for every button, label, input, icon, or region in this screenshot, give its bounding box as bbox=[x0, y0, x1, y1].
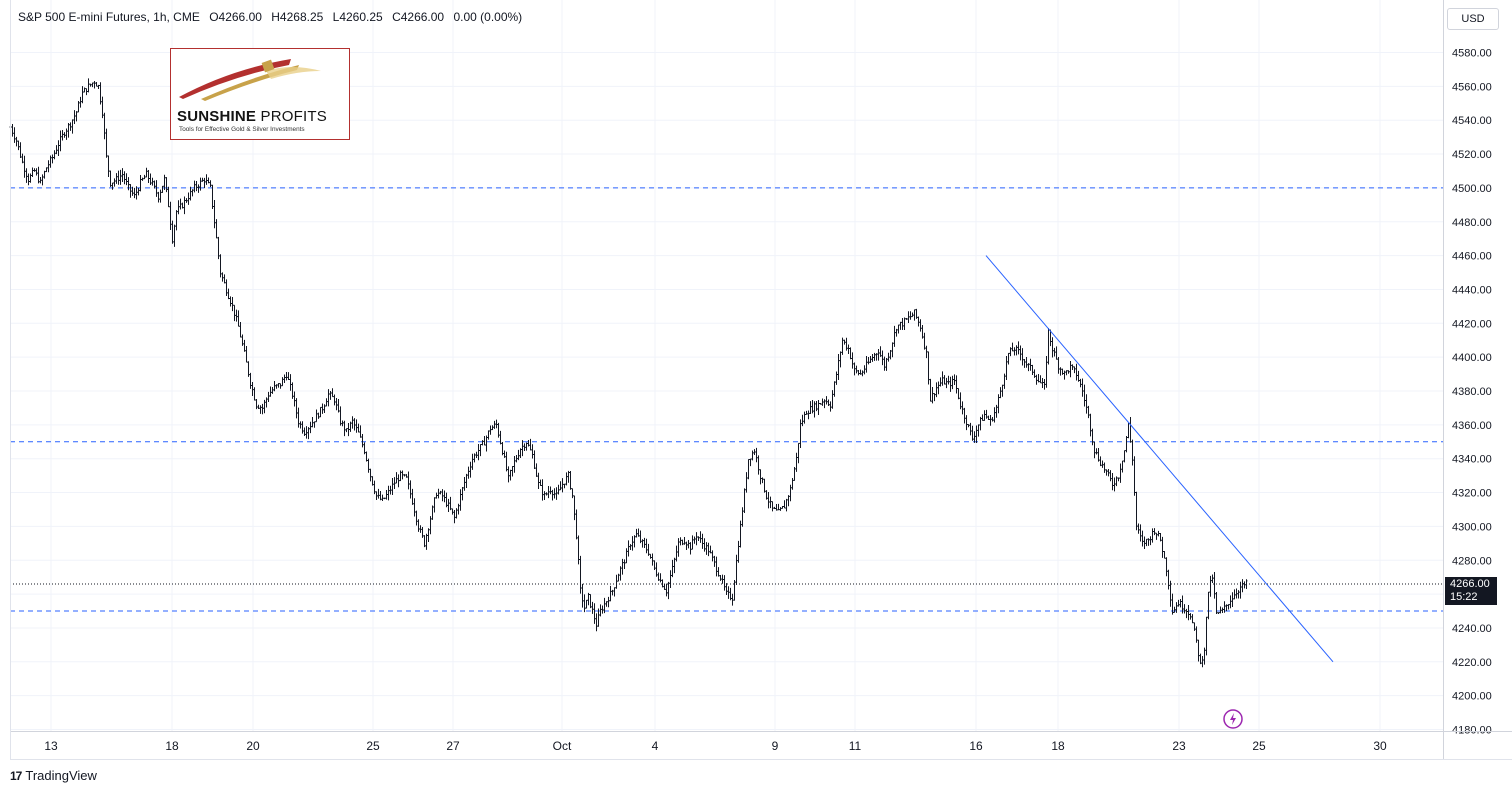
logo-title: SUNSHINE PROFITS bbox=[177, 108, 327, 125]
y-tick-label: 4300.00 bbox=[1452, 521, 1492, 533]
y-tick-label: 4380.00 bbox=[1452, 386, 1492, 398]
y-tick-label: 4480.00 bbox=[1452, 217, 1492, 229]
trendline-layer bbox=[985, 255, 1334, 663]
x-tick-label: Oct bbox=[553, 739, 572, 753]
x-tick-label: 18 bbox=[165, 739, 179, 753]
ohlc-close: C4266.00 bbox=[392, 10, 445, 24]
y-tick-label: 4560.00 bbox=[1452, 81, 1492, 93]
y-tick-label: 4340.00 bbox=[1452, 454, 1492, 466]
ohlc-low: L4260.25 bbox=[332, 10, 383, 24]
y-tick-label: 4580.00 bbox=[1452, 48, 1492, 60]
x-tick-label: 11 bbox=[849, 739, 862, 753]
y-tick-label: 4280.00 bbox=[1452, 555, 1492, 567]
tradingview-logo-icon: 17 bbox=[10, 768, 22, 783]
y-tick-label: 4420.00 bbox=[1452, 318, 1492, 330]
ohlc-open: O4266.00 bbox=[209, 10, 262, 24]
x-tick-label: 25 bbox=[1252, 739, 1266, 753]
logo-swoosh-icon bbox=[179, 59, 321, 101]
y-tick-label: 4180.00 bbox=[1452, 725, 1492, 737]
sunshine-profits-logo: SUNSHINE PROFITS Tools for Effective Gol… bbox=[170, 48, 350, 140]
symbol-name[interactable]: S&P 500 E-mini Futures, 1h, CME bbox=[18, 10, 200, 24]
last-price-tag: 4266.00 15:22 bbox=[1445, 577, 1497, 605]
y-tick-label: 4500.00 bbox=[1452, 183, 1492, 195]
y-tick-label: 4400.00 bbox=[1452, 352, 1492, 364]
x-tick-label: 30 bbox=[1373, 739, 1387, 753]
x-tick-label: 20 bbox=[246, 739, 260, 753]
x-tick-label: 16 bbox=[969, 739, 983, 753]
x-tick-label: 25 bbox=[366, 739, 380, 753]
x-tick-label: 27 bbox=[446, 739, 460, 753]
y-tick-label: 4240.00 bbox=[1452, 623, 1492, 635]
tradingview-brand[interactable]: 17 TradingView bbox=[10, 768, 97, 783]
symbol-header: S&P 500 E-mini Futures, 1h, CME O4266.00… bbox=[18, 10, 528, 24]
brand-name: TradingView bbox=[25, 768, 97, 783]
support-resistance-levels bbox=[10, 187, 1443, 612]
x-tick-label: 23 bbox=[1172, 739, 1186, 753]
downtrend-line bbox=[985, 255, 1334, 663]
chart-grid bbox=[10, 0, 1443, 731]
logo-tagline: Tools for Effective Gold & Silver Invest… bbox=[179, 126, 305, 133]
x-tick-label: 4 bbox=[652, 739, 659, 753]
y-tick-label: 4440.00 bbox=[1452, 284, 1492, 296]
y-tick-label: 4460.00 bbox=[1452, 251, 1492, 263]
currency-button[interactable]: USD bbox=[1447, 8, 1499, 30]
lightning-bolt-icon bbox=[1230, 713, 1236, 725]
y-tick-label: 4540.00 bbox=[1452, 115, 1492, 127]
y-tick-label: 4360.00 bbox=[1452, 420, 1492, 432]
ohlc-change: 0.00 (0.00%) bbox=[453, 10, 523, 24]
y-tick-label: 4320.00 bbox=[1452, 488, 1492, 500]
x-tick-label: 18 bbox=[1051, 739, 1065, 753]
x-tick-label: 9 bbox=[772, 739, 779, 753]
ohlc-high: H4268.25 bbox=[271, 10, 324, 24]
y-tick-label: 4200.00 bbox=[1452, 691, 1492, 703]
x-tick-label: 13 bbox=[44, 739, 58, 753]
lightning-event-icon bbox=[1223, 709, 1243, 729]
bar-countdown: 15:22 bbox=[1450, 591, 1478, 603]
y-tick-label: 4520.00 bbox=[1452, 149, 1492, 161]
candlestick-series bbox=[9, 78, 1248, 668]
chart-axes: 4180.004200.004220.004240.004260.004280.… bbox=[10, 0, 1512, 760]
y-tick-label: 4220.00 bbox=[1452, 657, 1492, 669]
last-price-value: 4266.00 bbox=[1450, 578, 1490, 590]
